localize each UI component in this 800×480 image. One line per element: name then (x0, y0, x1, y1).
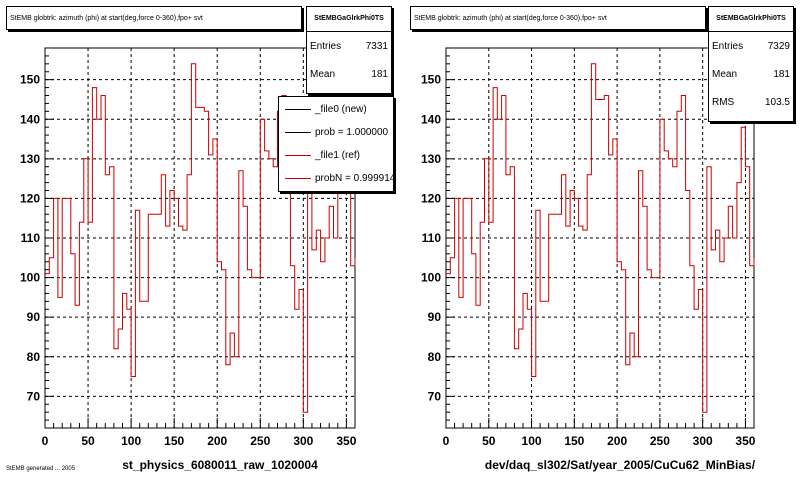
right-y-tick-label: 70 (428, 389, 442, 403)
right-title-text: StEMB globtrk: azimuth (phi) at start(de… (414, 14, 607, 22)
legend-entry: probN = 0.999914 (279, 167, 393, 189)
left-x-tick-label: 300 (293, 434, 313, 448)
left-title-text: StEMB globtrk: azimuth (phi) at start(de… (10, 14, 203, 22)
right-x-tick-label: 150 (564, 434, 584, 448)
left-y-tick-label: 120 (20, 191, 40, 205)
left-stats-name: StEMBGaGlrkPhi0TS (307, 7, 391, 32)
left-x-tick-label: 200 (207, 434, 227, 448)
legend-line-prob (285, 131, 311, 133)
right-stats-box: StEMBGaGlrkPhi0TS Entries 7329 Mean 181 … (708, 6, 794, 122)
left-stats-entries-row: Entries 7331 (307, 32, 391, 60)
left-mean-label: Mean (310, 68, 336, 80)
left-x-tick-label: 100 (121, 434, 141, 448)
left-x-tick-label: 50 (81, 434, 95, 448)
left-stats-mean-row: Mean 181 (307, 60, 391, 88)
legend-line-new (285, 108, 311, 110)
left-pad-title: StEMB globtrk: azimuth (phi) at start(de… (6, 6, 302, 30)
right-mean-label: Mean (712, 68, 738, 80)
right-stats-rms-row: RMS 103.5 (709, 88, 793, 116)
left-x-axis-label: st_physics_6080011_raw_1020004 (122, 458, 318, 472)
right-y-tick-label: 90 (428, 310, 442, 324)
right-x-tick-label: 50 (482, 434, 496, 448)
right-rms-label: RMS (712, 96, 735, 108)
right-stats-name: StEMBGaGlrkPhi0TS (709, 7, 793, 32)
right-y-tick-label: 150 (421, 73, 441, 87)
legend-label: _file0 (new) (315, 103, 367, 115)
right-x-tick-label: 0 (443, 434, 450, 448)
right-x-tick-label: 200 (607, 434, 627, 448)
left-y-tick-label: 100 (20, 271, 40, 285)
legend-entry: prob = 1.000000 (279, 121, 393, 143)
right-histogram-line (446, 63, 755, 413)
left-entries-label: Entries (310, 40, 342, 52)
right-entries-label: Entries (712, 40, 744, 52)
right-stats-entries-row: Entries 7329 (709, 32, 793, 60)
right-x-tick-label: 300 (693, 434, 713, 448)
legend-label: prob = 1.000000 (315, 126, 389, 138)
left-y-tick-label: 150 (20, 73, 40, 87)
left-mean-value: 181 (371, 68, 388, 80)
right-y-tick-label: 140 (421, 112, 441, 126)
left-y-tick-label: 80 (27, 350, 41, 364)
left-stats-box: StEMBGaGlrkPhi0TS Entries 7331 Mean 181 (306, 6, 392, 94)
right-pad-title: StEMB globtrk: azimuth (phi) at start(de… (410, 6, 706, 30)
left-x-tick-label: 350 (336, 434, 356, 448)
left-y-tick-label: 140 (20, 112, 40, 126)
right-x-tick-label: 100 (522, 434, 542, 448)
left-x-tick-label: 0 (42, 434, 49, 448)
legend-line-ref (285, 154, 311, 156)
footnote: StEMB generated ... 2005 (6, 466, 76, 472)
left-y-tick-label: 90 (27, 310, 41, 324)
right-y-tick-label: 80 (428, 350, 442, 364)
right-x-axis-label: dev/daq_sl302/Sat/year_2005/CuCu62_MinBi… (485, 458, 756, 472)
legend-entry: _file1 (ref) (279, 144, 393, 166)
right-stats-mean-row: Mean 181 (709, 60, 793, 88)
right-mean-value: 181 (773, 68, 790, 80)
left-entries-value: 7331 (365, 40, 388, 52)
legend-label: _file1 (ref) (315, 149, 361, 161)
left-y-tick-label: 110 (21, 231, 41, 245)
right-x-tick-label: 350 (735, 434, 755, 448)
left-legend: _file0 (new) prob = 1.000000 _file1 (ref… (278, 96, 394, 192)
left-y-tick-label: 130 (20, 152, 40, 166)
right-y-tick-label: 130 (421, 152, 441, 166)
legend-entry: _file0 (new) (279, 98, 393, 120)
right-rms-value: 103.5 (764, 96, 790, 108)
left-x-tick-label: 150 (164, 434, 184, 448)
left-y-tick-label: 70 (27, 389, 41, 403)
right-y-tick-label: 120 (421, 191, 441, 205)
right-x-tick-label: 250 (650, 434, 670, 448)
right-y-tick-label: 110 (422, 231, 442, 245)
legend-label: probN = 0.999914 (315, 172, 394, 184)
legend-line-probn (285, 177, 311, 179)
left-histogram-line (45, 63, 356, 413)
right-y-tick-label: 100 (421, 271, 441, 285)
left-x-tick-label: 250 (250, 434, 270, 448)
right-entries-value: 7329 (767, 40, 790, 52)
